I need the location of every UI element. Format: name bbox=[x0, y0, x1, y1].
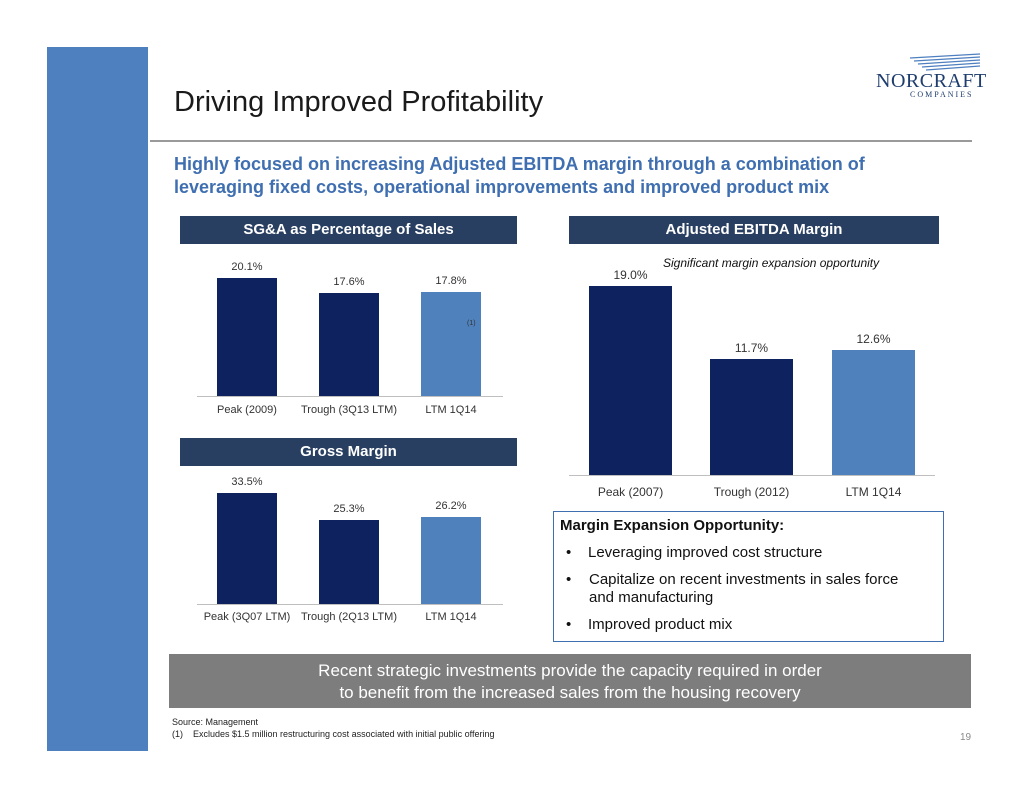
sga-bar-2 bbox=[319, 293, 379, 396]
sidebar-accent bbox=[47, 47, 148, 751]
bullet-dot-icon: • bbox=[566, 544, 572, 561]
ebitda-bar-3 bbox=[832, 350, 915, 475]
ebitda-value-label-1: 19.0% bbox=[613, 268, 648, 282]
page-title: Driving Improved Profitability bbox=[174, 86, 544, 118]
ebitda-category-label-2: Trough (2012) bbox=[713, 485, 790, 499]
gross-bar-3 bbox=[421, 517, 481, 604]
sga-category-label-3: LTM 1Q14 bbox=[425, 404, 477, 416]
ebitda-category-label-1: Peak (2007) bbox=[597, 485, 664, 499]
title-divider bbox=[150, 140, 972, 142]
sga-value-label-2: 17.6% bbox=[333, 276, 365, 288]
opportunity-box bbox=[553, 511, 944, 642]
ebitda-value-label-2: 11.7% bbox=[734, 341, 769, 355]
gross-chart-header: Gross Margin bbox=[180, 438, 517, 466]
banner-line-1: Recent strategic investments provide the… bbox=[318, 661, 822, 680]
ebitda-annotation: Significant margin expansion opportunity bbox=[663, 256, 880, 270]
ebitda-bar-2 bbox=[710, 359, 793, 475]
gross-value-label-3: 26.2% bbox=[435, 500, 467, 512]
ebitda-axis bbox=[569, 475, 935, 476]
gross-category-label-3: LTM 1Q14 bbox=[425, 611, 477, 623]
gross-bar-2 bbox=[319, 520, 379, 604]
source-note: Source: Management bbox=[172, 717, 259, 727]
sga-axis bbox=[197, 396, 503, 397]
sga-value-label-3: 17.8% bbox=[435, 275, 467, 287]
sga-footnote-marker: (1) bbox=[467, 320, 476, 327]
gross-axis bbox=[197, 604, 503, 605]
sga-bar-3 bbox=[421, 292, 481, 396]
sga-category-label-2: Trough (3Q13 LTM) bbox=[301, 404, 397, 416]
ebitda-value-label-3: 12.6% bbox=[856, 332, 891, 346]
norcraft-logo: NORCRAFT COMPANIES bbox=[870, 52, 986, 102]
bullet-3: • Improved product mix bbox=[566, 616, 732, 634]
bullet-3-text: Improved product mix bbox=[588, 616, 733, 633]
bullet-1-text: Leveraging improved cost structure bbox=[588, 544, 823, 561]
sga-bar-1 bbox=[217, 278, 277, 396]
page-subtitle: Highly focused on increasing Adjusted EB… bbox=[174, 154, 865, 197]
ebitda-category-label-3: LTM 1Q14 bbox=[845, 485, 902, 499]
gross-value-label-2: 25.3% bbox=[333, 503, 365, 515]
logo-mark-icon bbox=[909, 53, 981, 71]
summary-banner: Recent strategic investments provide the… bbox=[169, 654, 971, 708]
bullet-dot-icon: • bbox=[566, 571, 572, 588]
footnote-marker: (1) bbox=[172, 729, 183, 739]
banner-line-2: to benefit from the increased sales from… bbox=[339, 683, 801, 702]
logo-subtext: COMPANIES bbox=[910, 90, 974, 99]
bullet-dot-icon: • bbox=[566, 616, 572, 633]
gross-category-label-1: Peak (3Q07 LTM) bbox=[203, 611, 291, 623]
bullet-1: • Leveraging improved cost structure bbox=[566, 544, 822, 562]
footnote-text: Excludes $1.5 million restructuring cost… bbox=[193, 729, 495, 739]
bullet-2: • Capitalize on recent investments in sa… bbox=[566, 571, 926, 607]
logo-wordmark: NORCRAFT bbox=[876, 70, 987, 92]
sga-chart-header: SG&A as Percentage of Sales bbox=[180, 216, 517, 244]
opportunity-title: Margin Expansion Opportunity: bbox=[560, 517, 785, 534]
bullet-2-text: Capitalize on recent investments in sale… bbox=[589, 571, 899, 606]
gross-value-label-1: 33.5% bbox=[231, 476, 263, 488]
ebitda-bar-1 bbox=[589, 286, 672, 475]
sga-category-label-1: Peak (2009) bbox=[217, 404, 277, 416]
ebitda-chart-header: Adjusted EBITDA Margin bbox=[569, 216, 939, 244]
sga-value-label-1: 20.1% bbox=[231, 261, 263, 273]
gross-bar-1 bbox=[217, 493, 277, 604]
page-number: 19 bbox=[960, 732, 972, 743]
gross-category-label-2: Trough (2Q13 LTM) bbox=[301, 611, 397, 623]
